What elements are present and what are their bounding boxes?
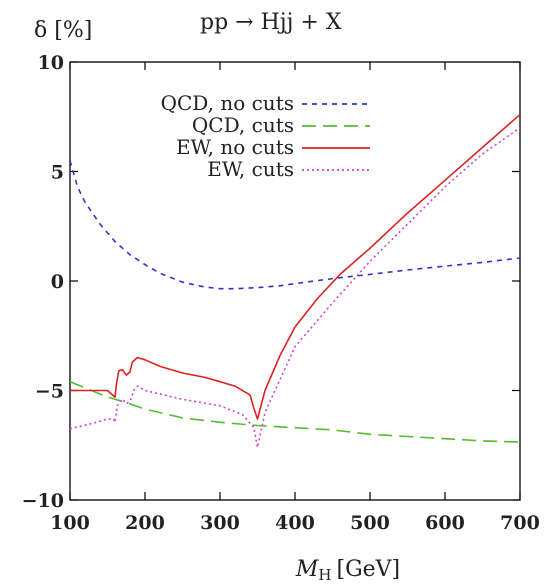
y-tick-label: 10	[38, 52, 64, 74]
x-tick-label: 700	[500, 512, 540, 534]
y-tick-label: 5	[51, 162, 64, 184]
legend-label: EW, cuts	[207, 157, 294, 181]
series-line-qcd-cuts	[70, 380, 520, 443]
chart-title: pp → Hjj + X	[200, 10, 342, 35]
legend-label: QCD, no cuts	[161, 91, 294, 115]
plot-area: 100 200 300 400 500 600 700 −10 −5 0 5 10 QCD, no cu…	[22, 52, 540, 534]
series-line-ew-cuts	[70, 127, 520, 449]
y-tick-label: −5	[35, 381, 64, 403]
x-axis-label: MH [GeV]	[295, 557, 400, 584]
y-axis-label: δ [%]	[34, 18, 92, 43]
legend-label: EW, no cuts	[176, 135, 294, 159]
x-tick-label: 200	[125, 512, 165, 534]
legend-label: QCD, cuts	[192, 113, 294, 137]
y-tick-label: 0	[51, 271, 64, 293]
x-axis-label-main: M	[295, 557, 319, 582]
x-tick-label: 100	[50, 512, 90, 534]
series-line-ew-no-cuts	[70, 113, 520, 420]
x-tick-label: 300	[200, 512, 240, 534]
x-tick-label: 400	[275, 512, 315, 534]
plot-frame	[69, 61, 521, 501]
series-line-qcd-no-cuts	[70, 160, 520, 290]
x-axis-label-unit: [GeV]	[336, 557, 400, 582]
x-tick-label: 500	[350, 512, 390, 534]
x-tick-label: 600	[425, 512, 465, 534]
y-tick-label: −10	[22, 490, 64, 512]
x-axis-label-sub: H	[318, 566, 331, 584]
